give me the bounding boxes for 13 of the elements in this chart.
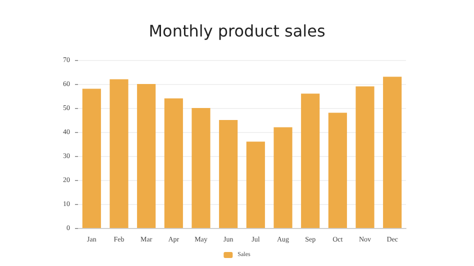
bar (192, 108, 210, 228)
bar (219, 120, 238, 228)
bar (164, 98, 183, 228)
chart-title: Monthly product sales (148, 22, 326, 40)
bar (301, 94, 320, 228)
bar (328, 112, 347, 228)
bar (82, 88, 101, 228)
bar (383, 76, 402, 228)
bar (274, 127, 292, 228)
bar (246, 142, 265, 228)
bar (137, 84, 156, 228)
bar (356, 86, 374, 228)
bar (110, 79, 128, 228)
